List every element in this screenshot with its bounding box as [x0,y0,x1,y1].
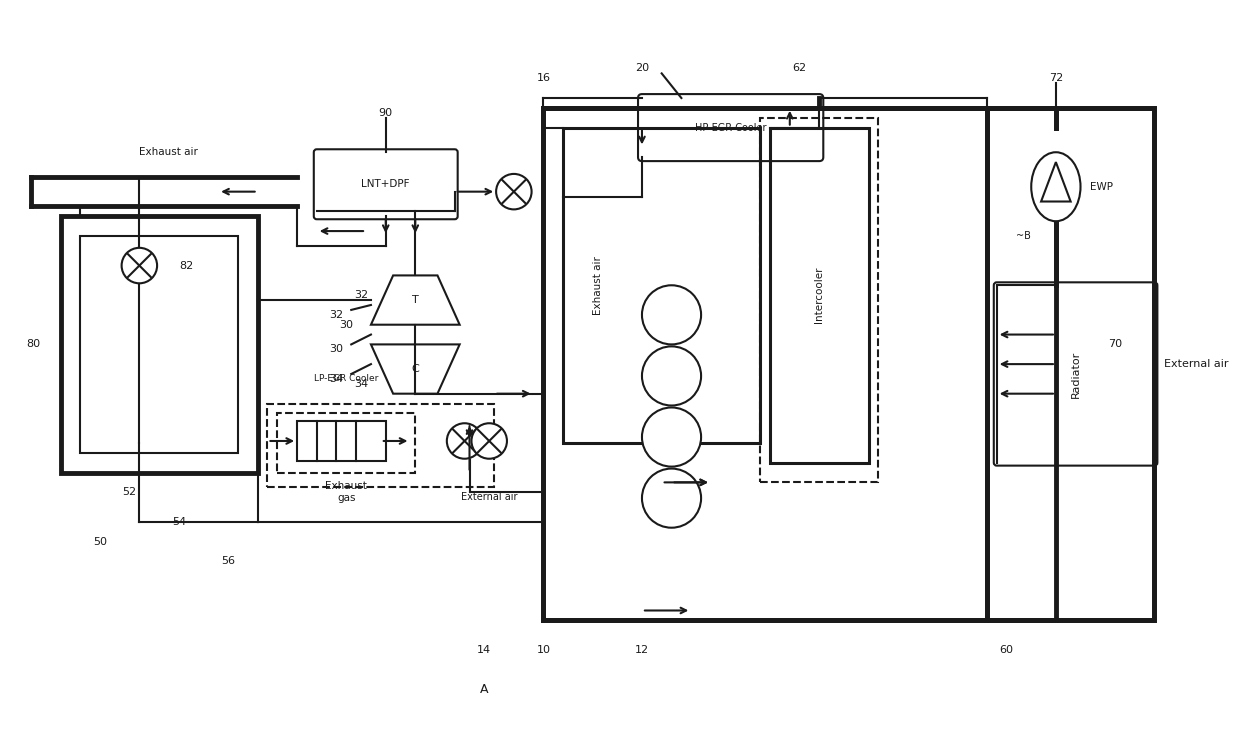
Bar [298,421,386,461]
Text: 82: 82 [179,260,193,271]
Circle shape [446,423,482,459]
Text: A: A [480,683,489,696]
Text: 80: 80 [27,339,41,350]
Text: LP-EGR Cooler: LP-EGR Cooler [314,374,378,383]
Polygon shape [371,344,460,394]
Circle shape [642,408,701,466]
Text: HP-EGR Cooler: HP-EGR Cooler [694,123,766,132]
Polygon shape [1042,162,1070,202]
Circle shape [642,347,701,405]
Text: External air: External air [461,493,517,502]
Text: 70: 70 [1109,339,1122,350]
Text: EWP: EWP [1090,182,1114,192]
Text: 72: 72 [1049,74,1063,83]
Bar [987,108,1154,620]
Text: Exhaust air: Exhaust air [139,147,198,157]
Bar [268,403,494,487]
Bar [760,118,878,482]
Text: External air: External air [1164,359,1229,369]
Circle shape [642,285,701,344]
Text: 10: 10 [537,645,551,655]
Text: 52: 52 [123,487,136,497]
Text: Radiator: Radiator [1070,350,1080,397]
Text: Exhaust
gas: Exhaust gas [325,481,367,503]
Bar [278,414,415,472]
Polygon shape [371,275,460,324]
Ellipse shape [1032,153,1080,221]
Bar [543,108,1154,620]
Circle shape [496,174,532,209]
Text: ~B: ~B [1017,231,1032,241]
Text: 30: 30 [330,344,343,354]
Text: 62: 62 [792,63,807,74]
Circle shape [122,248,157,283]
Text: 54: 54 [171,517,186,527]
Text: 50: 50 [93,536,107,547]
Text: 20: 20 [635,63,649,74]
Text: Exhaust air: Exhaust air [593,256,603,315]
Text: 12: 12 [635,645,649,655]
Circle shape [471,423,507,459]
Text: LNT+DPF: LNT+DPF [362,179,410,189]
Bar [61,217,258,472]
Text: 30: 30 [340,320,353,330]
Bar [563,127,760,443]
Text: 34: 34 [330,374,343,384]
Circle shape [642,469,701,527]
Text: 60: 60 [999,645,1013,655]
Text: 16: 16 [537,74,551,83]
Bar [81,236,238,453]
Text: Intercooler: Intercooler [815,267,825,324]
Text: T: T [412,295,419,305]
Text: C: C [412,364,419,374]
Text: 14: 14 [477,645,491,655]
Text: 32: 32 [330,310,343,320]
Text: 90: 90 [378,108,393,118]
Text: 32: 32 [355,290,368,300]
Text: 56: 56 [221,557,236,566]
Text: 34: 34 [355,379,368,389]
Bar [770,127,869,463]
